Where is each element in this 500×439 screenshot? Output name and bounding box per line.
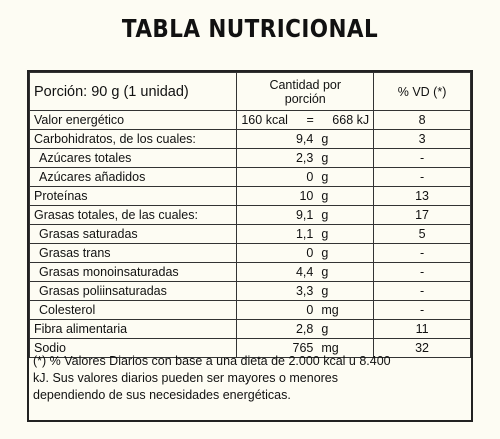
nutrient-vd: 32 <box>373 338 471 358</box>
nutrient-vd: 3 <box>373 129 471 149</box>
nutrient-vd: - <box>373 243 471 263</box>
amount-header-line2: porción <box>284 91 326 106</box>
table-row: Azúcares totales 2,3 g - <box>28 148 471 168</box>
energy-kcal: 160 kcal <box>241 113 288 127</box>
nutrient-unit: g <box>321 189 329 203</box>
nutrient-unit: g <box>321 246 329 260</box>
footnote: (*) % Valores Diarios con base a una die… <box>33 353 469 404</box>
nutrient-value: 2,8 <box>295 322 314 336</box>
nutrient-value: 0 <box>306 170 314 184</box>
nutrient-label: Azúcares totales <box>28 148 238 168</box>
nutrient-vd: - <box>373 281 471 301</box>
nutrient-vd: 5 <box>373 224 471 244</box>
nutrient-amount: 0 mg <box>236 300 375 320</box>
nutrient-value: 9,4 <box>295 132 314 146</box>
nutrient-value: 2,3 <box>295 151 314 165</box>
nutrient-vd: - <box>373 300 471 320</box>
table-row: Carbohidratos, de los cuales: 9,4 g 3 <box>28 129 471 149</box>
nutrient-label: Grasas totales, de las cuales: <box>28 205 238 225</box>
nutrient-vd: 11 <box>373 319 471 339</box>
nutrient-label: Grasas saturadas <box>28 224 238 244</box>
table-row: Grasas poliinsaturadas 3,3 g - <box>28 281 471 301</box>
nutrient-amount: 2,3 g <box>236 148 375 168</box>
nutrient-unit: g <box>321 227 329 241</box>
table-row: Grasas saturadas 1,1 g 5 <box>28 224 471 244</box>
energy-vd: 8 <box>373 110 471 130</box>
nutrient-vd: 13 <box>373 186 471 206</box>
nutrient-value: 765 <box>292 341 314 355</box>
nutrient-label: Sodio <box>28 338 238 358</box>
nutrient-unit: g <box>321 132 329 146</box>
nutrient-amount: 1,1 g <box>236 224 375 244</box>
nutrient-vd: - <box>373 167 471 187</box>
nutrient-unit: g <box>321 170 329 184</box>
nutrient-unit: g <box>321 284 329 298</box>
nutrient-vd: 17 <box>373 205 471 225</box>
table-row: Proteínas 10 g 13 <box>28 186 471 206</box>
nutrient-label: Colesterol <box>28 300 238 320</box>
nutrient-vd: - <box>373 262 471 282</box>
nutrient-unit: g <box>321 265 329 279</box>
nutrient-value: 1,1 <box>295 227 314 241</box>
energy-amount: 160 kcal = 668 kJ <box>236 110 375 130</box>
nutrition-panel: Porción: 90 g (1 unidad) Cantidad por po… <box>27 70 473 422</box>
nutrient-unit: g <box>321 151 329 165</box>
nutrient-amount: 10 g <box>236 186 375 206</box>
nutrient-vd: - <box>373 148 471 168</box>
nutrient-amount: 3,3 g <box>236 281 375 301</box>
table-row: Azúcares añadidos 0 g - <box>28 167 471 187</box>
nutrient-value: 10 <box>299 189 314 203</box>
vd-header: % VD (*) <box>373 72 471 111</box>
portion-label: Porción: 90 g (1 unidad) <box>28 72 238 111</box>
nutrient-label: Grasas monoinsaturadas <box>28 262 238 282</box>
nutrient-label: Carbohidratos, de los cuales: <box>28 129 238 149</box>
nutrient-unit: g <box>321 322 329 336</box>
nutrient-value: 9,1 <box>295 208 314 222</box>
footnote-line3: dependiendo de sus necesidades energétic… <box>33 388 291 402</box>
energy-equals: = <box>306 113 314 127</box>
nutrient-label: Grasas poliinsaturadas <box>28 281 238 301</box>
table-row-energy: Valor energético 160 kcal = 668 kJ 8 <box>28 110 471 130</box>
nutrient-value: 3,3 <box>295 284 314 298</box>
energy-kj: 668 kJ <box>332 113 370 127</box>
nutrient-label: Fibra alimentaria <box>28 319 238 339</box>
nutrient-label: Grasas trans <box>28 243 238 263</box>
footnote-line1: (*) % Valores Diarios con base a una die… <box>33 354 391 368</box>
table-row: Fibra alimentaria 2,8 g 11 <box>28 319 471 339</box>
nutrient-unit: mg <box>321 303 339 317</box>
table-row: Grasas trans 0 g - <box>28 243 471 263</box>
amount-header-line1: Cantidad por <box>269 77 342 92</box>
nutrient-amount: 9,1 g <box>236 205 375 225</box>
nutrition-table: Porción: 90 g (1 unidad) Cantidad por po… <box>28 72 471 358</box>
nutrient-label: Proteínas <box>28 186 238 206</box>
page-title: TABLA NUTRICIONAL <box>121 14 379 43</box>
nutrient-amount: 4,4 g <box>236 262 375 282</box>
nutrient-unit: g <box>321 208 329 222</box>
nutrient-value: 0 <box>306 246 314 260</box>
amount-header: Cantidad por porción <box>236 72 375 111</box>
table-row: Colesterol 0 mg - <box>28 300 471 320</box>
nutrient-label: Azúcares añadidos <box>28 167 238 187</box>
energy-label: Valor energético <box>28 110 238 130</box>
table-row: Grasas monoinsaturadas 4,4 g - <box>28 262 471 282</box>
table-header-row: Porción: 90 g (1 unidad) Cantidad por po… <box>28 72 471 111</box>
table-row: Grasas totales, de las cuales: 9,1 g 17 <box>28 205 471 225</box>
nutrient-unit: mg <box>321 341 339 355</box>
nutrient-value: 4,4 <box>295 265 314 279</box>
footnote-line2: kJ. Sus valores diarios pueden ser mayor… <box>33 371 339 385</box>
nutrient-amount: 2,8 g <box>236 319 375 339</box>
nutrient-value: 0 <box>306 303 314 317</box>
nutrient-amount: 9,4 g <box>236 129 375 149</box>
table-row: Sodio 765 mg 32 <box>28 338 471 358</box>
